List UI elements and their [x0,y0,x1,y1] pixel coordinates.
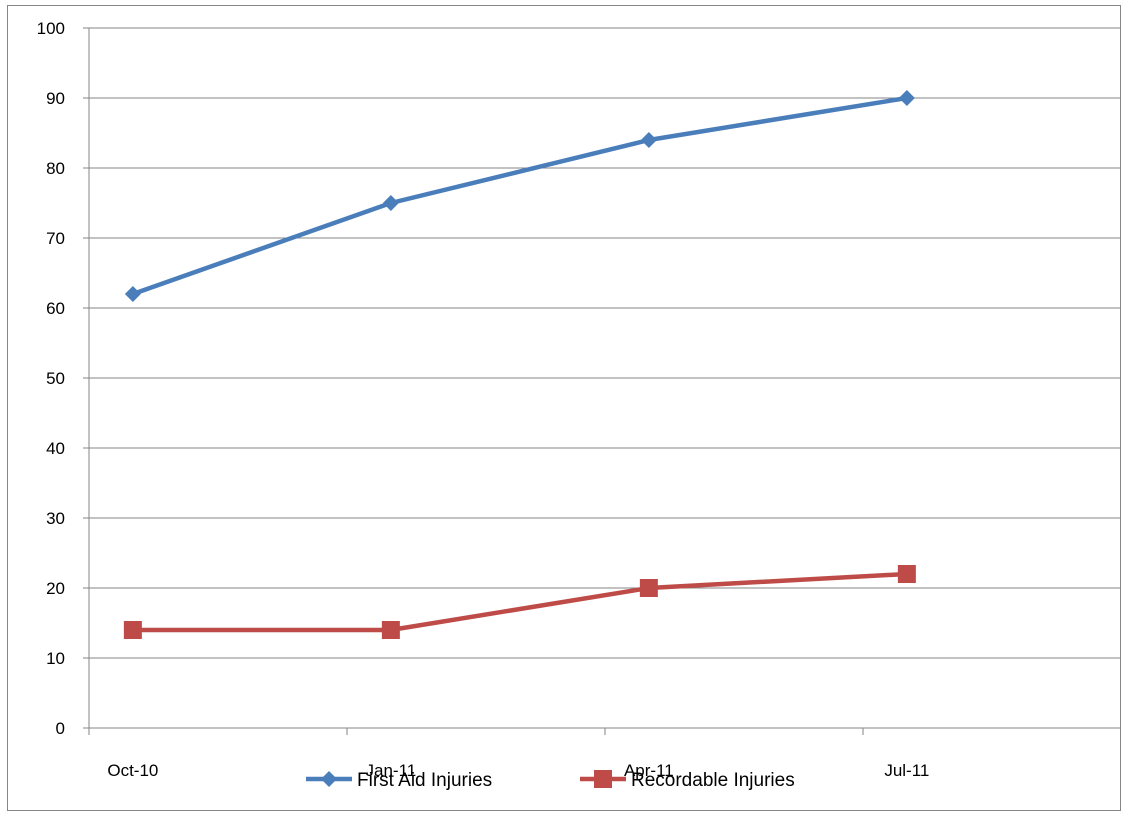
legend-item: First Aid Injuries [306,770,492,791]
x-tick-label: Apr-11 [624,761,674,780]
legend-marker [594,770,612,788]
axes [83,27,1121,735]
data-point [124,286,141,302]
legend-marker [321,771,337,787]
data-point [381,621,400,639]
data-point [123,621,142,639]
chart-frame [7,5,1121,811]
legend: First Aid Injuries Recordable Injuries [306,770,795,791]
y-tick-label: 0 [56,719,65,738]
data-point [897,565,916,583]
y-tick-label: 50 [46,369,65,388]
y-tick-label: 70 [46,229,65,248]
x-tick-label: Jul-11 [884,761,929,780]
legend-label: Recordable Injuries [631,770,795,791]
x-tick-labels: Oct-10 Jan-11 Apr-11 Jul-11 [107,761,929,780]
data-point [639,579,658,597]
y-tick-label: 100 [37,19,65,38]
y-tick-label: 30 [46,509,65,528]
series-1 [124,90,915,302]
data-point [382,195,399,211]
x-tick-label: Oct-10 [107,761,158,780]
y-tick-label: 60 [46,299,65,318]
y-tick-label: 40 [46,439,65,458]
y-tick-label: 20 [46,579,65,598]
y-tick-label: 10 [46,649,65,668]
gridlines [89,27,1121,659]
y-tick-label: 80 [46,159,65,178]
series-line [130,571,910,633]
y-tick-label: 90 [46,89,65,108]
series-line [130,95,910,297]
series-layer [123,90,916,639]
data-point [640,132,657,148]
series-2 [123,565,916,639]
data-point [898,90,915,106]
legend-item: Recordable Injuries [580,770,795,791]
x-tick-label: Jan-11 [366,761,417,780]
y-tick-labels: 0 10 20 30 40 50 60 70 80 90 100 [37,19,65,738]
legend-label: First Aid Injuries [357,770,492,791]
